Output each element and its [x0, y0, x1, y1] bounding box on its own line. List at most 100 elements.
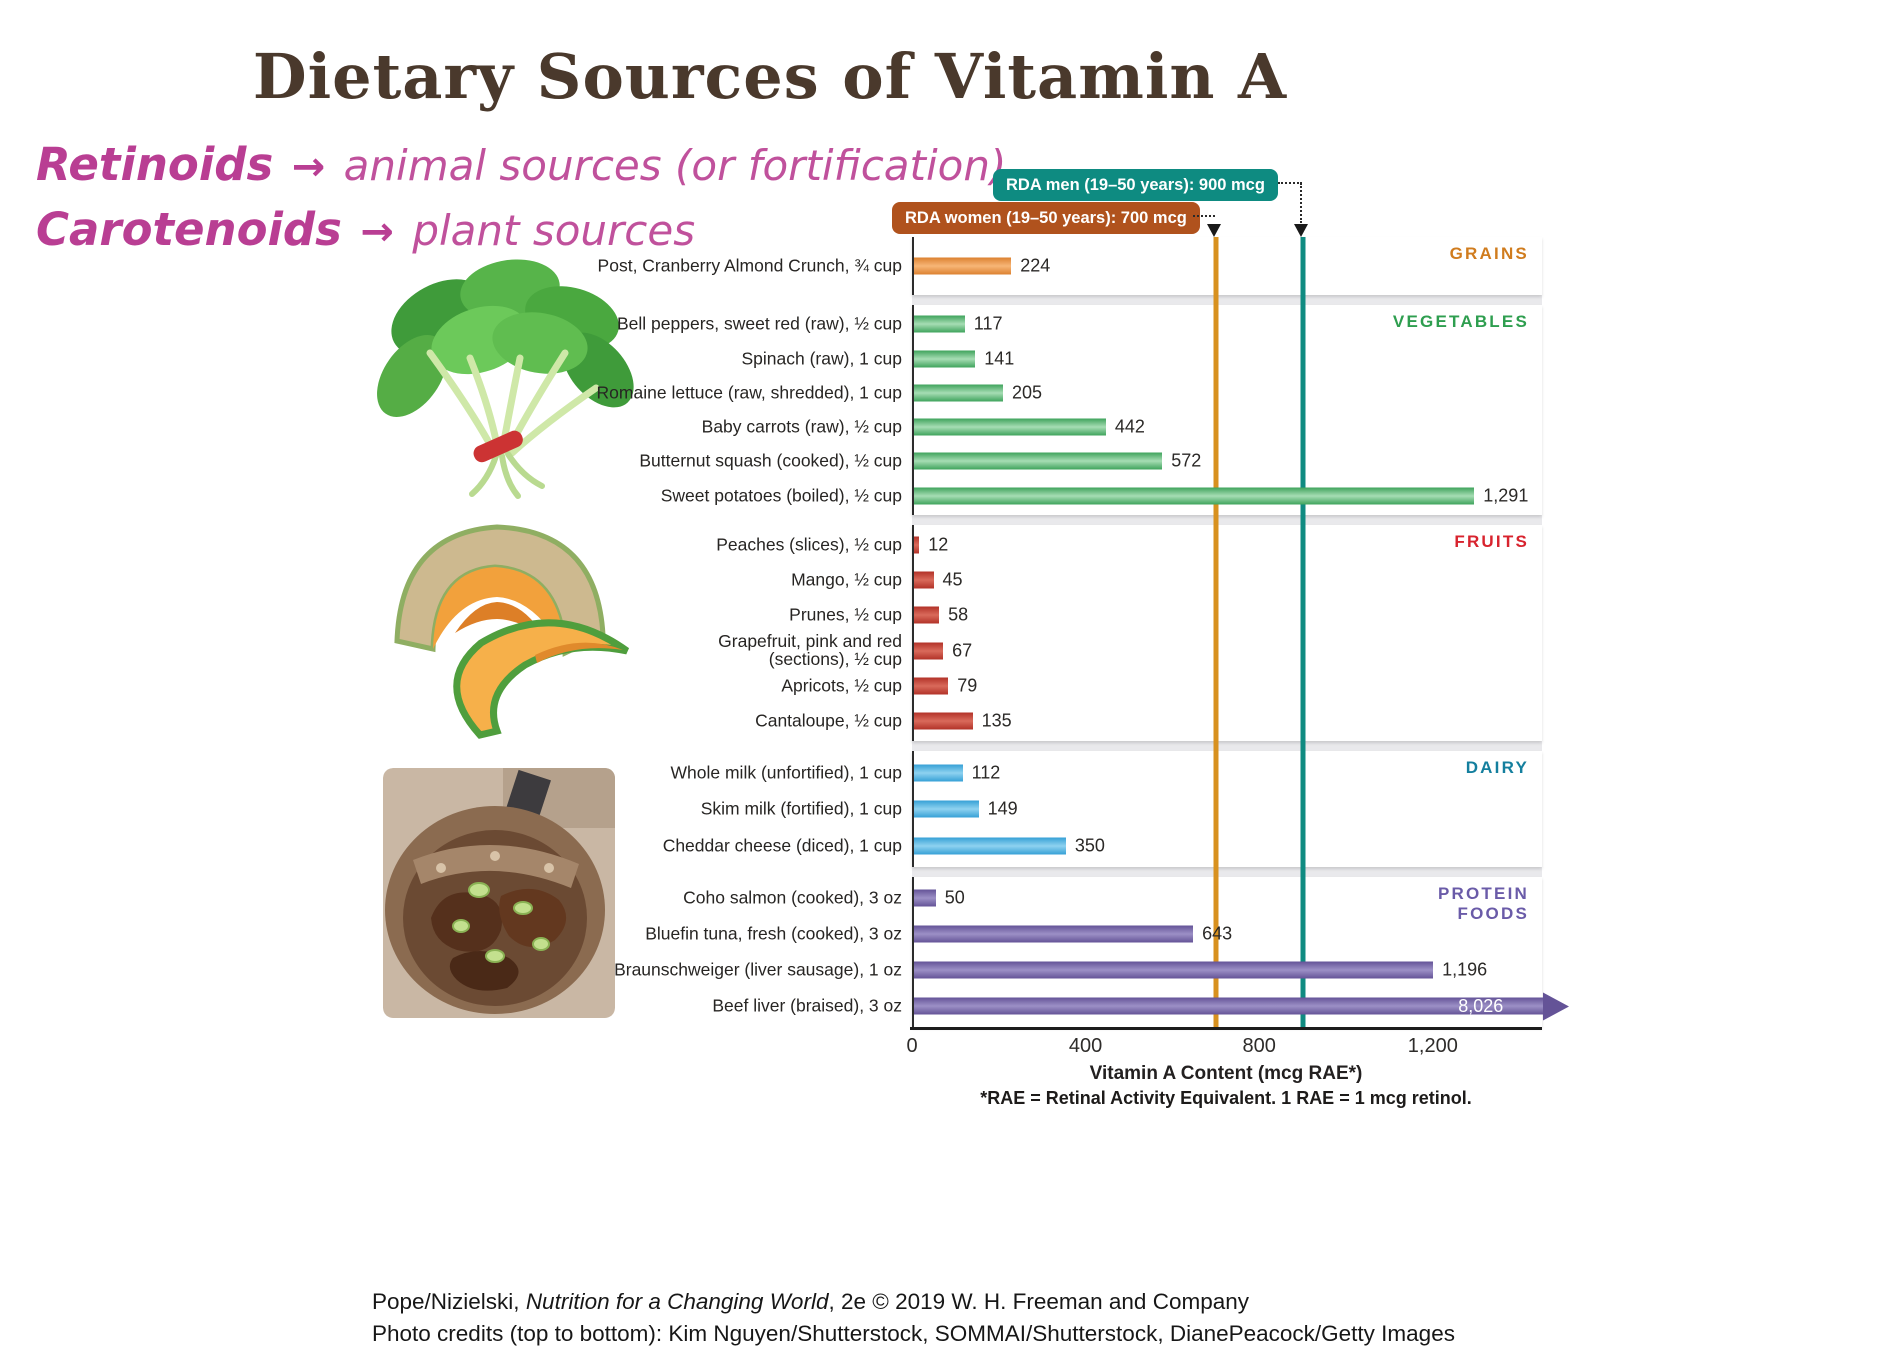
food-label: Bell peppers, sweet red (raw), ½ cup	[617, 313, 902, 334]
bar-442	[914, 418, 1106, 436]
axis-tick-label: 1,200	[1407, 1035, 1458, 1057]
food-label: Whole milk (unfortified), 1 cup	[670, 762, 902, 783]
bar-row: 205 Romaine lettuce (raw, shredded), 1 cu…	[597, 378, 1542, 408]
category-panel-grains: GRAINS 224 Post, Cranberry Almond Crunch, …	[598, 237, 1542, 295]
bar-572	[914, 452, 1163, 470]
bar-row: 12 Peaches (slices), ½ cup	[716, 530, 1542, 560]
category-panel-fruits: FRUITS 12 Peaches (slices), ½ cup 45 Mango, …	[716, 525, 1542, 741]
food-label: Spinach (raw), 1 cup	[741, 348, 903, 369]
bar-value: 79	[957, 675, 978, 696]
axis-tick-label: 800	[1242, 1035, 1276, 1057]
rda-women-badge: RDA women (19–50 years): 700 mcg	[892, 202, 1200, 234]
bar-value: 643	[1202, 923, 1233, 944]
category-panel-vegetables: VEGETABLES 117 Bell peppers, sweet red (ra…	[597, 305, 1542, 515]
bar-row: 58 Prunes, ½ cup	[789, 600, 1542, 630]
bar-row: 117 Bell peppers, sweet red (raw), ½ cup	[617, 309, 1542, 339]
category-label: DAIRY	[1465, 758, 1529, 777]
photo-credit: Photo credits (top to bottom): Kim Nguye…	[372, 1320, 1455, 1346]
food-label: Post, Cranberry Almond Crunch, ¾ cup	[597, 255, 902, 276]
bar-row: 112 Whole milk (unfortified), 1 cup	[671, 758, 1542, 788]
bar-58	[914, 606, 940, 624]
bar-350	[914, 837, 1066, 854]
bar-row: 67 Grapefruit, pink and red (sections), ½…	[718, 631, 1542, 669]
bar-value: 117	[973, 313, 1003, 334]
bar-value: 12	[928, 534, 949, 555]
x-axis-ticks: 0 400 800 1,200	[906, 1035, 1540, 1059]
bar-67	[914, 642, 944, 660]
bar-value: 149	[987, 798, 1018, 819]
category-label: PROTEIN FOODS	[1437, 884, 1529, 923]
food-label: Braunschweiger (liver sausage), 1 oz	[614, 959, 902, 980]
axis-footnote: *RAE = Retinal Activity Equivalent. 1 RA…	[980, 1088, 1472, 1108]
rda-women-arrow-icon	[1207, 224, 1221, 237]
bar-row: 442 Baby carrots (raw), ½ cup	[702, 412, 1542, 442]
rda-men-arrow-icon	[1294, 224, 1308, 237]
food-label: Baby carrots (raw), ½ cup	[701, 416, 902, 437]
food-label: Skim milk (fortified), 1 cup	[700, 798, 902, 819]
bar-row: 643 Bluefin tuna, fresh (cooked), 3 oz	[645, 919, 1542, 949]
bar-1,291	[914, 487, 1475, 505]
right-arrow-icon: →	[360, 209, 394, 255]
food-label: Grapefruit, pink and red (sections), ½ c…	[718, 630, 902, 670]
bar-8,026: 8,026	[914, 992, 1570, 1020]
bar-45	[914, 571, 934, 589]
bar-row: 149 Skim milk (fortified), 1 cup	[701, 794, 1542, 824]
food-label: Butternut squash (cooked), ½ cup	[639, 450, 902, 471]
bar-value: 442	[1114, 416, 1145, 437]
category-label: GRAINS	[1449, 244, 1529, 263]
bar-135	[914, 712, 973, 730]
carotenoids-line: Carotenoids → plant sources	[36, 203, 695, 256]
bar-112	[914, 764, 963, 781]
bar-141	[914, 350, 976, 368]
bar-value: 1,196	[1442, 959, 1488, 980]
off-scale-arrow-icon	[1543, 992, 1570, 1020]
food-label: Cheddar cheese (diced), 1 cup	[662, 835, 902, 856]
food-label: Coho salmon (cooked), 3 oz	[683, 887, 902, 908]
axis-tick-label: 0	[906, 1035, 918, 1057]
bar-row: 572 Butternut squash (cooked), ½ cup	[639, 446, 1542, 476]
axis-tick-label: 400	[1068, 1035, 1103, 1057]
bar-149	[914, 800, 979, 818]
retinoids-line: Retinoids → animal sources (or fortifica…	[36, 138, 1006, 191]
food-label: Beef liver (braised), 3 oz	[712, 995, 902, 1016]
food-label: Bluefin tuna, fresh (cooked), 3 oz	[645, 923, 902, 944]
food-label: Peaches (slices), ½ cup	[716, 534, 902, 555]
bar-row: 79 Apricots, ½ cup	[781, 671, 1542, 701]
page-title: Dietary Sources of Vitamin A	[252, 40, 1288, 113]
bar-value: 205	[1011, 382, 1043, 403]
retinoids-description: animal sources (or fortification)	[343, 141, 1007, 190]
bar-643	[914, 925, 1194, 943]
x-axis-title: Vitamin A Content (mcg RAE*)	[1089, 1063, 1363, 1084]
bar-12	[914, 536, 920, 554]
bar-50	[914, 889, 936, 907]
carotenoids-term: Carotenoids	[36, 203, 342, 256]
rda-men-badge: RDA men (19–50 years): 900 mcg	[993, 169, 1278, 201]
bar-row: 1,196 Braunschweiger (liver sausage), 1 o…	[614, 955, 1542, 985]
food-label: Romaine lettuce (raw, shredded), 1 cup	[596, 382, 902, 403]
bar-value: 135	[981, 710, 1012, 731]
bar-row: Beef liver (braised), 3 oz 8,026	[712, 991, 1570, 1021]
bar-value: 572	[1171, 450, 1202, 471]
bar-value: 350	[1074, 835, 1105, 855]
bar-224	[914, 257, 1012, 275]
bar-value: 50	[944, 887, 965, 908]
liver-dish-photo	[383, 768, 615, 1018]
category-label: VEGETABLES	[1392, 312, 1529, 331]
bar-row: 350 Cheddar cheese (diced), 1 cup	[663, 831, 1542, 861]
spinach-photo	[377, 259, 634, 499]
chart-panels: GRAINS 224 Post, Cranberry Almond Crunch, …	[597, 237, 1570, 1027]
right-arrow-icon: →	[291, 144, 326, 190]
food-label: Cantaloupe, ½ cup	[755, 710, 902, 731]
bar-117	[914, 315, 965, 333]
category-panel-dairy: DAIRY 112 Whole milk (unfortified), 1 cup 1…	[663, 751, 1542, 867]
bar-row: 50 Coho salmon (cooked), 3 oz	[683, 883, 1542, 913]
retinoids-term: Retinoids	[36, 138, 274, 191]
bar-value: 141	[984, 348, 1015, 369]
food-label: Sweet potatoes (boiled), ½ cup	[660, 485, 902, 506]
food-label: Mango, ½ cup	[791, 569, 902, 590]
bar-row: 1,291 Sweet potatoes (boiled), ½ cup	[661, 481, 1542, 511]
category-label: FRUITS	[1454, 532, 1529, 551]
rda-men-connector-line	[1278, 182, 1302, 184]
bar-value: 45	[942, 569, 963, 590]
bar-value: 8,026	[1458, 995, 1504, 1016]
